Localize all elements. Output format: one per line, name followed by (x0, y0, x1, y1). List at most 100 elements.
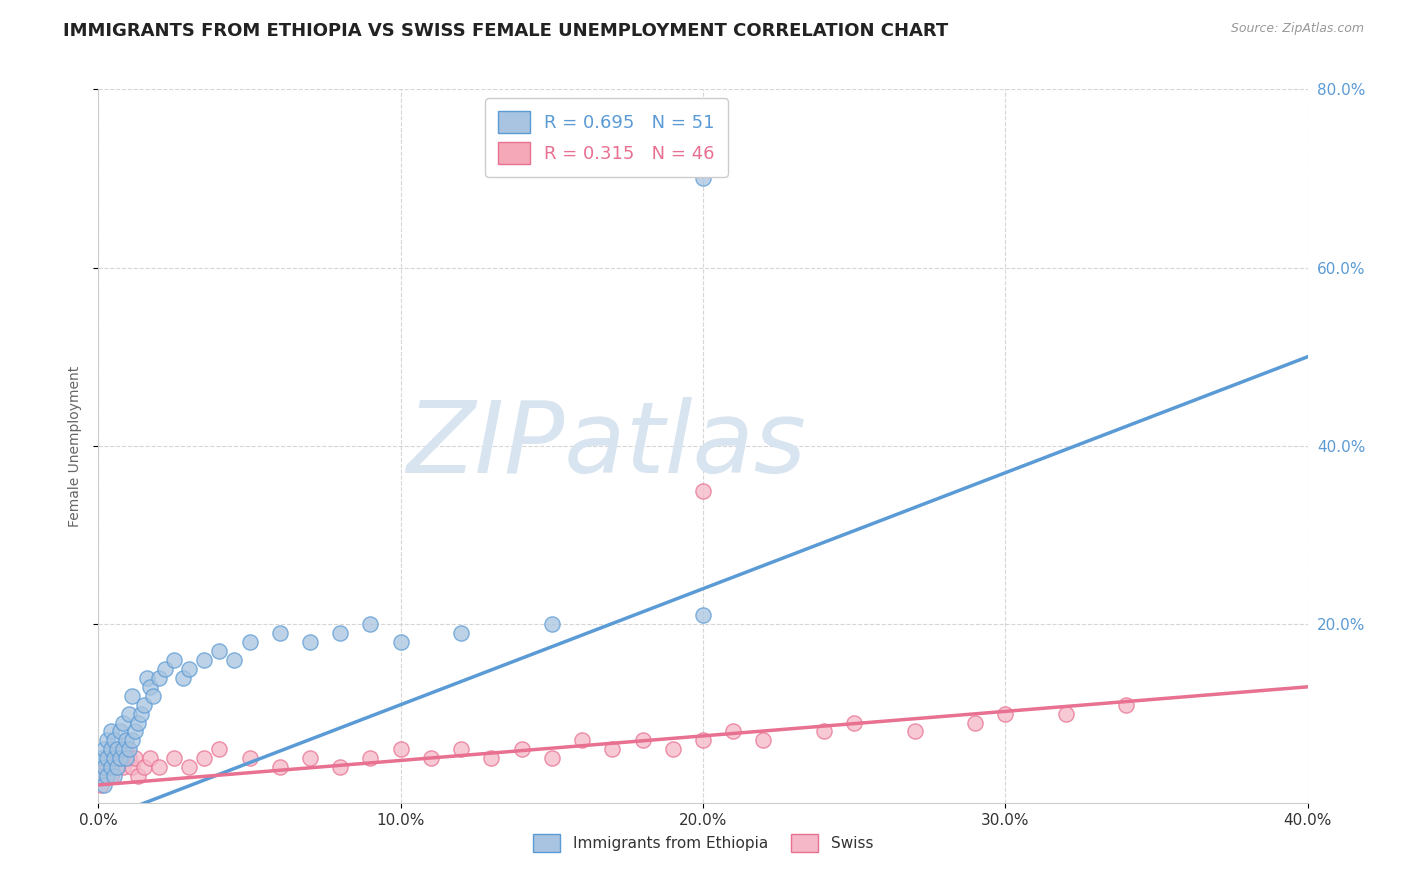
Point (752, 733, 775, 747)
Point (114, 751, 136, 765)
Point (299, 635, 322, 649)
Point (108, 724, 131, 739)
Point (121, 689, 143, 703)
Point (118, 742, 141, 756)
Point (148, 671, 170, 685)
Point (96, 760, 118, 774)
Point (100, 760, 122, 774)
Point (844, 715, 866, 730)
Point (111, 760, 134, 774)
Point (1054, 706, 1077, 721)
Point (93, 742, 115, 756)
Point (96, 751, 118, 765)
Point (239, 751, 262, 765)
Point (269, 626, 291, 640)
Point (389, 635, 412, 649)
Point (129, 706, 152, 721)
Point (93, 778, 115, 792)
Point (481, 751, 503, 765)
Point (163, 653, 186, 667)
Point (571, 733, 593, 747)
Point (540, 617, 562, 632)
Point (121, 733, 143, 747)
Point (179, 760, 201, 774)
Point (103, 751, 125, 765)
Point (389, 742, 412, 756)
Point (124, 751, 146, 765)
Point (420, 751, 443, 765)
Point (142, 689, 165, 703)
Point (299, 751, 322, 765)
Text: Source: ZipAtlas.com: Source: ZipAtlas.com (1230, 22, 1364, 36)
Point (90, 778, 112, 792)
Point (139, 680, 162, 694)
Point (132, 698, 155, 712)
Point (108, 751, 131, 765)
Point (124, 724, 146, 739)
Point (450, 742, 472, 756)
Point (360, 751, 382, 765)
Point (118, 706, 141, 721)
Point (105, 760, 128, 774)
Point (172, 671, 194, 685)
Text: ZIPatlas: ZIPatlas (406, 398, 806, 494)
Point (111, 715, 134, 730)
Point (965, 715, 987, 730)
Point (329, 626, 352, 640)
Point (153, 662, 176, 676)
Point (132, 760, 155, 774)
Point (96, 733, 118, 747)
Point (93, 760, 115, 774)
Point (904, 724, 927, 739)
Point (661, 742, 683, 756)
Point (127, 715, 149, 730)
Point (450, 626, 472, 640)
Point (90, 751, 112, 765)
Point (692, 483, 714, 498)
Point (139, 751, 162, 765)
Point (179, 662, 201, 676)
Point (100, 724, 122, 739)
Point (100, 742, 122, 756)
Point (105, 760, 128, 774)
Point (148, 760, 170, 774)
Point (208, 644, 231, 658)
Point (193, 751, 215, 765)
Point (121, 760, 143, 774)
Point (114, 742, 136, 756)
Point (103, 769, 125, 783)
Point (329, 760, 352, 774)
Point (510, 742, 533, 756)
Point (692, 733, 714, 747)
Point (108, 751, 131, 765)
Point (135, 671, 157, 685)
Point (127, 769, 149, 783)
Point (1115, 698, 1137, 712)
Point (103, 751, 125, 765)
Point (540, 751, 562, 765)
Point (118, 751, 141, 765)
Point (224, 653, 246, 667)
Point (193, 653, 215, 667)
Point (93, 769, 115, 783)
Point (602, 742, 624, 756)
Point (163, 751, 186, 765)
Point (90, 769, 112, 783)
Legend: Immigrants from Ethiopia, Swiss: Immigrants from Ethiopia, Swiss (526, 827, 880, 859)
Point (269, 760, 291, 774)
Point (208, 742, 231, 756)
Point (103, 733, 125, 747)
Point (692, 608, 714, 623)
Point (239, 635, 262, 649)
Point (111, 742, 134, 756)
Point (360, 617, 382, 632)
Point (114, 733, 136, 747)
Point (631, 733, 654, 747)
Point (105, 742, 128, 756)
Point (994, 706, 1017, 721)
Point (100, 769, 122, 783)
Point (96, 769, 118, 783)
Point (692, 171, 714, 186)
Point (723, 724, 745, 739)
Point (813, 724, 835, 739)
